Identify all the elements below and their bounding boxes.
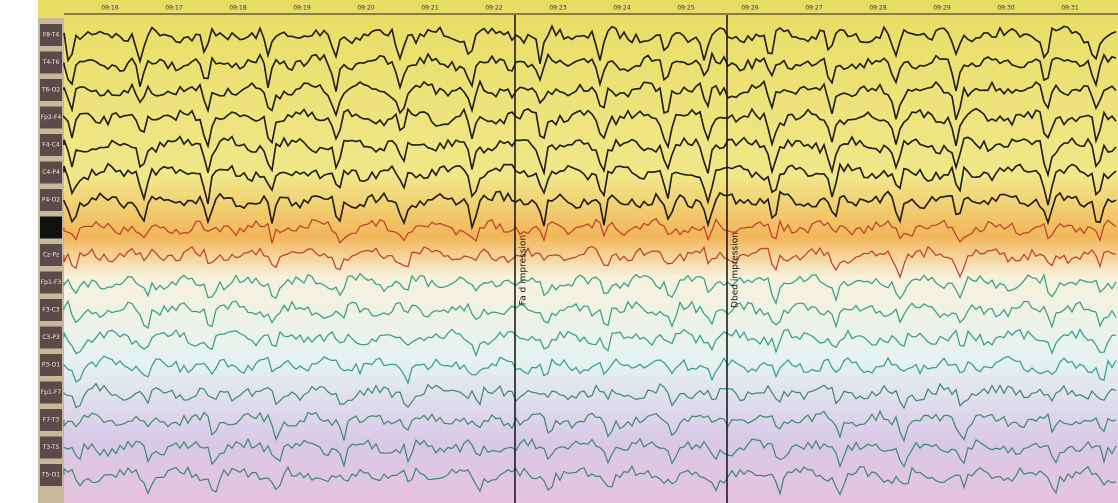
channel-label-box [40,161,62,184]
eeg-trace [63,409,1117,443]
timestamp: 09:19 [293,5,310,12]
eeg-trace [63,328,1117,358]
channel-label-box [40,326,62,349]
channel-label: C4-P4 [42,169,60,176]
eeg-trace [63,382,1117,410]
channel-label: F3-C3 [42,307,60,314]
channel-label: C3-P3 [42,334,60,341]
timestamp: 09:30 [997,5,1014,12]
channel-label-box [40,189,62,211]
eeg-trace [63,135,1117,178]
channel-label: F4-C4 [42,142,60,149]
channel-label: T3-T5 [42,444,60,451]
channel-label-box [40,244,62,266]
channel-label: P3-O1 [42,362,60,369]
channel-label: T6-O2 [41,87,61,94]
channel-label-box [40,51,62,74]
eeg-trace [63,355,1117,385]
timestamp: 09:22 [485,5,502,12]
eeg-trace [63,107,1117,150]
channel-label: P4-O2 [42,197,60,204]
channel-label-box [40,464,62,486]
eeg-trace [63,162,1117,206]
timestamp: 09:24 [613,5,630,12]
eeg-trace [63,24,1117,65]
eeg-trace [63,272,1117,306]
channel-label: Fp2-F4 [41,114,62,121]
timestamp: 09:16 [101,5,118,12]
timestamp: 09:18 [229,5,246,12]
channel-label-box [40,216,62,239]
channel-label: T4-T6 [42,59,60,66]
channel-label-box [40,79,62,101]
channel-label: F7-T3 [43,417,60,424]
channel-label-box [40,24,62,46]
timestamp: 09:20 [357,5,374,12]
timestamp: 09:21 [421,5,438,12]
eeg-trace [63,437,1117,469]
channel-label-box [40,354,62,376]
eeg-trace [63,465,1117,496]
channel-label-box [40,409,62,431]
channel-label: Fp1-F3 [41,279,62,286]
timestamp: 09:27 [805,5,822,12]
channel-label: T5-O1 [41,472,61,479]
channel-label-box [40,381,62,404]
timestamp: 09:29 [933,5,950,12]
channel-label-box [40,106,62,129]
eeg-trace [63,245,1117,279]
timestamp: 09:28 [869,5,886,12]
channel-label-box [40,436,62,459]
eeg-trace [63,218,1117,244]
channel-label-box [40,134,62,156]
timestamp: 09:23 [549,5,566,12]
channel-label: Cz-Pz [43,252,59,259]
timestamp: 09:25 [677,5,694,12]
eeg-trace [63,79,1117,120]
channel-label-box [40,299,62,321]
timestamp: 09:31 [1061,5,1078,12]
channel-label-box [40,271,62,294]
channel-label: F8-T4 [43,32,60,39]
timestamp: 09:17 [165,5,182,12]
eeg-trace [63,190,1117,231]
annotation: Fa d impression [519,235,529,305]
timestamp: 09:26 [741,5,758,12]
left-margin [0,0,38,503]
annotation: Dbed impression [731,232,741,308]
channel-label: Fp1-F7 [41,389,62,396]
eeg-trace [63,51,1117,92]
eeg-trace [63,299,1117,329]
